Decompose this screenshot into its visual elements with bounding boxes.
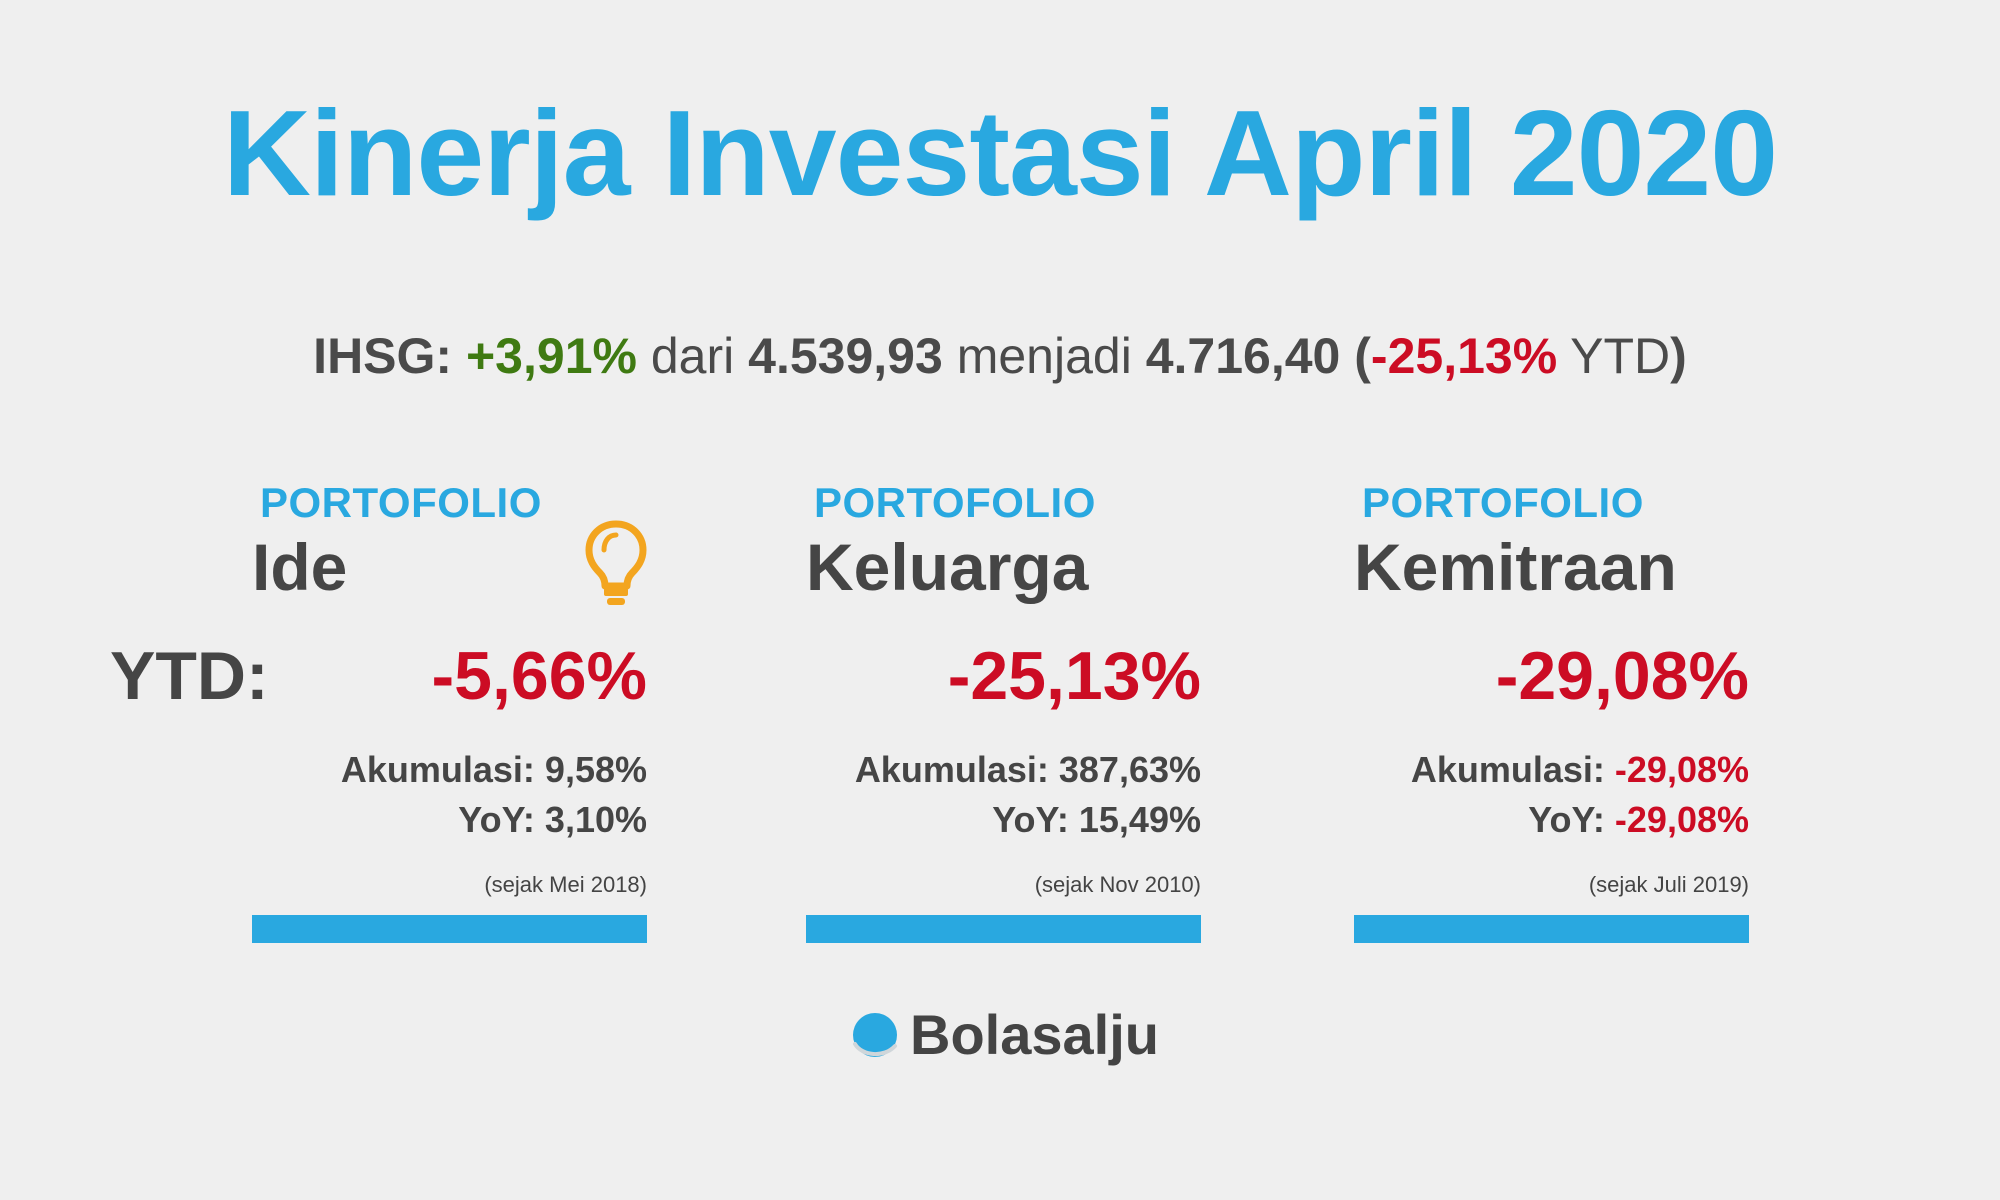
- portfolio-accumulation: Akumulasi: 387,63%: [855, 748, 1201, 791]
- portfolio-yoy: YoY: 3,10%: [458, 798, 647, 841]
- accumulation-value: -29,08%: [1614, 749, 1749, 790]
- ihsg-from-value: 4.539,93: [748, 328, 943, 384]
- snowball-logo-icon: [853, 1013, 897, 1057]
- accumulation-label: Akumulasi:: [1410, 749, 1605, 790]
- accumulation-label: Akumulasi:: [854, 749, 1049, 790]
- ihsg-summary: IHSG: +3,91% dari 4.539,93 menjadi 4.716…: [0, 326, 2000, 386]
- yoy-value: -29,08%: [1614, 799, 1749, 840]
- yoy-label: YoY:: [458, 799, 535, 840]
- portfolio-bar: [252, 915, 647, 943]
- ihsg-ytd-word: YTD: [1570, 328, 1671, 384]
- portfolio-yoy: YoY: -29,08%: [1528, 798, 1749, 841]
- yoy-value: 3,10%: [544, 799, 647, 840]
- ihsg-label: IHSG:: [313, 328, 453, 384]
- portfolio-card-ide: PORTOFOLIO Ide -5,66% Akumulasi: 9,58% Y…: [252, 478, 647, 948]
- portfolio-kicker: PORTOFOLIO: [814, 479, 1096, 526]
- portfolio-kicker: PORTOFOLIO: [260, 479, 542, 526]
- portfolio-since: (sejak Nov 2010): [1034, 872, 1201, 897]
- portfolio-card-keluarga: PORTOFOLIO Keluarga -25,13% Akumulasi: 3…: [806, 478, 1201, 948]
- yoy-label: YoY:: [992, 799, 1069, 840]
- ihsg-open-paren: (: [1354, 328, 1371, 384]
- ihsg-from-word: dari: [650, 328, 735, 384]
- portfolio-kicker: PORTOFOLIO: [1362, 479, 1644, 526]
- portfolio-ytd-value: -25,13%: [947, 638, 1201, 714]
- portfolio-ytd-value: -29,08%: [1495, 638, 1749, 714]
- brand-name: Bolasalju: [910, 1003, 1159, 1067]
- page-title: Kinerja Investasi April 2020: [222, 85, 1778, 221]
- brand-footer: Bolasalju: [850, 1000, 1159, 1070]
- portfolio-card-kemitraan: PORTOFOLIO Kemitraan -29,08% Akumulasi: …: [1354, 478, 1749, 948]
- portfolio-accumulation: Akumulasi: -29,08%: [1411, 748, 1749, 791]
- yoy-label: YoY:: [1528, 799, 1605, 840]
- portfolio-since: (sejak Juli 2019): [1588, 872, 1749, 897]
- ytd-row-label: YTD:: [110, 638, 269, 714]
- portfolio-ytd-value: -5,66%: [431, 638, 647, 714]
- accumulation-value: 9,58%: [544, 749, 647, 790]
- lightbulb-icon: [585, 520, 647, 605]
- accumulation-value: 387,63%: [1058, 749, 1201, 790]
- ihsg-to-word: menjadi: [956, 328, 1132, 384]
- ihsg-ytd-value: -25,13%: [1370, 328, 1558, 384]
- portfolio-name: Kemitraan: [1354, 530, 1677, 604]
- portfolio-name: Ide: [252, 530, 348, 604]
- portfolio-yoy: YoY: 15,49%: [992, 798, 1201, 841]
- ihsg-to-value: 4.716,40: [1145, 328, 1341, 384]
- portfolio-bar: [806, 915, 1201, 943]
- yoy-value: 15,49%: [1078, 799, 1201, 840]
- ihsg-change: +3,91%: [465, 328, 637, 384]
- portfolio-accumulation: Akumulasi: 9,58%: [341, 748, 647, 791]
- accumulation-label: Akumulasi:: [340, 749, 535, 790]
- portfolio-name: Keluarga: [806, 530, 1089, 604]
- portfolio-bar: [1354, 915, 1749, 943]
- portfolio-since: (sejak Mei 2018): [484, 872, 647, 897]
- ihsg-close-paren: ): [1670, 328, 1687, 384]
